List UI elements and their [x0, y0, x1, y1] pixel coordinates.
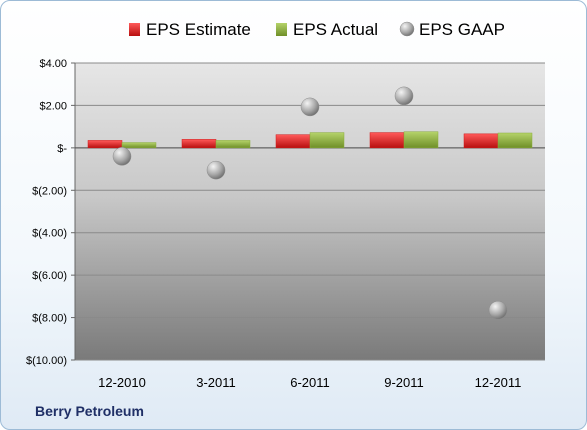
- eps-gaap-point: [206, 160, 226, 180]
- eps-estimate-bar: [87, 140, 123, 149]
- eps-gaap-point: [488, 300, 508, 320]
- legend-gaap-marker: [399, 21, 415, 37]
- eps-actual-bar: [497, 132, 533, 149]
- y-tick-label: $4.00: [39, 58, 67, 70]
- eps-estimate-bar: [275, 134, 311, 149]
- y-tick-label: $2.00: [39, 100, 67, 112]
- legend: EPS Estimate EPS Actual EPS GAAP: [129, 20, 505, 39]
- gaap-points: [112, 86, 508, 320]
- y-tick-label: $(6.00): [32, 270, 67, 282]
- company-label: Berry Petroleum: [35, 403, 144, 419]
- eps-actual-bar: [309, 132, 345, 149]
- legend-label: EPS Actual: [293, 20, 378, 39]
- bars: [87, 131, 533, 149]
- eps-actual-bar: [215, 140, 251, 149]
- eps-actual-bar: [121, 142, 157, 149]
- eps-gaap-point: [394, 86, 414, 106]
- x-category-label: 3-2011: [196, 375, 236, 390]
- eps-actual-bar: [403, 131, 439, 149]
- eps-estimate-bar: [369, 132, 405, 149]
- x-category-label: 12-2011: [475, 375, 522, 390]
- legend-actual-swatch: [276, 23, 287, 36]
- eps-gaap-point: [300, 97, 320, 117]
- x-axis-categories: 12-2010 3-2011 6-2011 9-2011 12-2011: [98, 375, 521, 390]
- x-category-label: 9-2011: [384, 375, 424, 390]
- x-category-label: 6-2011: [290, 375, 330, 390]
- legend-estimate-swatch: [129, 23, 140, 36]
- y-tick-label: $(10.00): [26, 355, 67, 367]
- eps-estimate-bar: [463, 133, 499, 149]
- eps-gaap-point: [112, 147, 132, 166]
- y-axis-ticks: $4.00 $2.00 $- $(2.00) $(4.00) $(6.00) $(8.00)…: [26, 58, 75, 367]
- x-category-label: 12-2010: [98, 375, 146, 390]
- y-tick-label: $(2.00): [32, 185, 67, 197]
- y-tick-label: $(8.00): [32, 313, 67, 325]
- legend-label: EPS GAAP: [419, 20, 505, 39]
- eps-estimate-bar: [181, 139, 217, 149]
- y-tick-label: $-: [57, 143, 67, 155]
- legend-label: EPS Estimate: [146, 20, 251, 39]
- y-tick-label: $(4.00): [32, 228, 67, 240]
